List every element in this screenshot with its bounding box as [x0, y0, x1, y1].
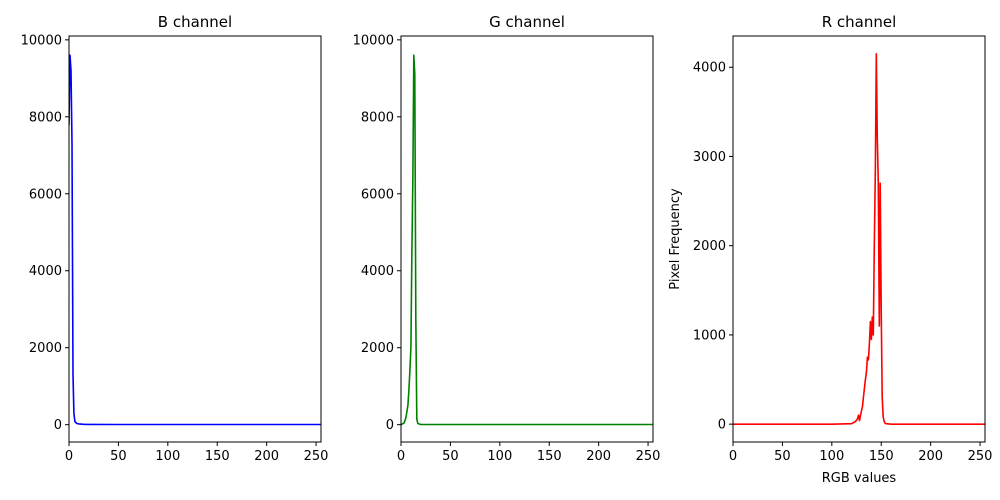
y-axis-label: Pixel Frequency — [668, 188, 683, 290]
y-tick-label: 10000 — [353, 33, 394, 48]
x-tick-label: 50 — [442, 449, 459, 464]
x-tick-label: 0 — [729, 449, 737, 464]
y-tick-label: 4000 — [361, 264, 394, 279]
y-tick-label: 2000 — [693, 239, 726, 254]
chart-title: R channel — [822, 13, 897, 31]
y-tick-label: 3000 — [693, 150, 726, 165]
y-tick-label: 0 — [54, 418, 62, 433]
y-tick-label: 8000 — [29, 110, 62, 125]
y-tick-label: 1000 — [693, 328, 726, 343]
x-tick-label: 100 — [487, 449, 512, 464]
x-tick-label: 200 — [918, 449, 943, 464]
b-channel-panel: B channel 0 50 100 150 200 250 0 2000 4000 6000 800… — [21, 13, 329, 464]
x-tick-label: 0 — [65, 449, 73, 464]
y-tick-label: 6000 — [361, 187, 394, 202]
x-tick-label: 50 — [110, 449, 127, 464]
y-tick-label: 8000 — [361, 110, 394, 125]
x-tick-label: 200 — [254, 449, 279, 464]
plot-frame — [732, 35, 986, 443]
y-tick-label: 4000 — [29, 264, 62, 279]
x-axis-label: RGB values — [822, 471, 897, 486]
y-tick-label: 4000 — [693, 61, 726, 76]
y-tick-label: 2000 — [29, 341, 62, 356]
x-tick-label: 0 — [397, 449, 405, 464]
series-line — [733, 52, 985, 426]
x-tick-label: 150 — [869, 449, 894, 464]
r-channel-panel: R channel 0 50 100 150 200 250 0 1000 2000 3000 400… — [668, 13, 992, 486]
x-tick-label: 100 — [819, 449, 844, 464]
x-tick-label: 250 — [304, 449, 329, 464]
y-tick-label: 2000 — [361, 341, 394, 356]
chart-title: G channel — [489, 13, 565, 31]
plot-frame — [68, 35, 322, 443]
x-tick-label: 50 — [774, 449, 791, 464]
x-tick-label: 100 — [155, 449, 180, 464]
x-tick-label: 250 — [968, 449, 993, 464]
plot-frame — [400, 35, 654, 443]
y-tick-label: 0 — [718, 418, 726, 433]
x-tick-label: 150 — [537, 449, 562, 464]
x-tick-label: 200 — [586, 449, 611, 464]
series-line — [69, 54, 321, 426]
x-tick-label: 150 — [205, 449, 230, 464]
y-tick-label: 6000 — [29, 187, 62, 202]
chart-title: B channel — [158, 13, 232, 31]
y-tick-label: 0 — [386, 418, 394, 433]
x-tick-label: 250 — [636, 449, 661, 464]
y-tick-label: 10000 — [21, 33, 62, 48]
g-channel-panel: G channel 0 50 100 150 200 250 0 2000 4000 6000 800… — [353, 13, 661, 464]
series-line — [401, 54, 653, 426]
